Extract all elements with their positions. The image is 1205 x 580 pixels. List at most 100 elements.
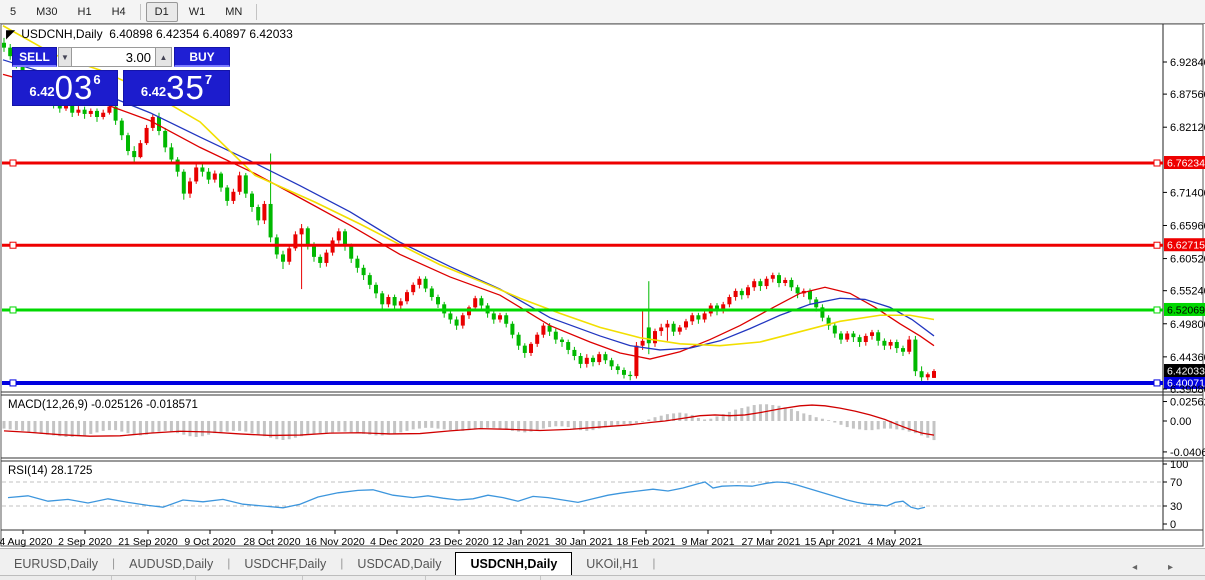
timeframe-button-h1[interactable]: H1 [77, 5, 92, 18]
candle-body [95, 110, 99, 117]
candle-body [752, 281, 757, 288]
candle-body [560, 339, 564, 343]
timeframe-button-d1[interactable]: D1 [145, 1, 178, 22]
date-tick-label: 9 Mar 2021 [681, 536, 734, 547]
macd-tick-label: 0.00 [1170, 416, 1191, 428]
status-divider [540, 576, 541, 580]
candle-body [312, 244, 316, 257]
chart-tab-audusd[interactable]: AUDUSD,Daily [129, 557, 214, 571]
line-drag-handle[interactable] [1153, 379, 1161, 387]
candle-body [684, 321, 688, 328]
candle-body [510, 323, 515, 335]
candle-body [646, 327, 651, 344]
chart-tab-ukoil[interactable]: UKOil,H1 [586, 557, 639, 571]
candle-body [367, 275, 372, 285]
candle-body [622, 369, 626, 375]
candle-body [535, 334, 540, 344]
timeframe-button-mn[interactable]: MN [225, 5, 243, 18]
bid-price-box[interactable]: 6.42 03 6 [12, 70, 118, 106]
macd-histogram [2, 404, 936, 441]
candle-body [808, 290, 812, 300]
candle-body [473, 298, 478, 308]
candle-body [126, 135, 130, 152]
date-tick-label: 12 Jan 2021 [492, 536, 550, 547]
line-drag-handle[interactable] [1153, 306, 1161, 314]
tab-scroll-arrows[interactable]: ◂ ▸ [1132, 562, 1187, 573]
line-drag-handle[interactable] [9, 159, 17, 167]
candle-body [436, 297, 440, 305]
candle-body [57, 103, 62, 109]
timeframe-button-w1[interactable]: W1 [188, 5, 206, 18]
price-tick-label: 6.44360 [1170, 352, 1205, 364]
chart-tab-bar: EURUSD,Daily | AUDUSD,Daily | USDCHF,Daily | U… [0, 548, 1205, 576]
date-tick-label: 18 Feb 2021 [617, 536, 676, 547]
price-level-badge [1164, 375, 1205, 389]
rsi-tick-label: 30 [1170, 501, 1182, 513]
volume-input[interactable] [72, 47, 155, 67]
candle-body [795, 287, 800, 294]
timeframe-button-m30[interactable]: M30 [36, 5, 58, 18]
candle-body [250, 193, 254, 207]
candle-body [665, 323, 670, 328]
candle-body [138, 143, 143, 158]
candle-body [696, 315, 701, 320]
toolbar-separator [256, 3, 258, 20]
candle-body [157, 116, 161, 131]
candlestick-series [2, 37, 936, 381]
candle-body [727, 297, 732, 305]
date-tick-label: 4 May 2021 [868, 536, 923, 547]
buy-button[interactable]: BUY [174, 47, 230, 67]
price-tick-label: 6.60520 [1170, 254, 1205, 266]
candle-body [863, 335, 868, 343]
line-drag-handle[interactable] [9, 241, 17, 249]
line-drag-handle[interactable] [1153, 159, 1161, 167]
date-tick-label: 28 Oct 2020 [243, 536, 300, 547]
candle-body [262, 203, 267, 221]
chart-tab-usdcad[interactable]: USDCAD,Daily [357, 557, 442, 571]
tab-divider: | [652, 556, 656, 570]
candle-body [423, 278, 428, 289]
candle-body [380, 293, 385, 305]
timeframe-button-h4[interactable]: H4 [111, 5, 126, 18]
sell-button[interactable]: SELL [12, 47, 57, 67]
status-strip [0, 575, 1205, 580]
candle-body [876, 332, 881, 341]
timeframe-button-5[interactable]: 5 [10, 5, 17, 18]
price-level-badge-label: 6.62715 [1167, 240, 1205, 252]
candle-body [857, 337, 862, 343]
candle-body [324, 252, 329, 263]
candle-body [225, 187, 230, 201]
current-price-badge-label: 6.42033 [1167, 366, 1205, 378]
candle-body [169, 147, 174, 160]
price-tick-label: 6.92840 [1170, 57, 1205, 69]
date-tick-label: 9 Oct 2020 [184, 536, 236, 547]
candle-body [739, 290, 744, 296]
chart-tab-eurusd[interactable]: EURUSD,Daily [14, 557, 99, 571]
candle-body [597, 354, 602, 363]
volume-increase-button[interactable]: ▲ [155, 47, 172, 67]
candle-body [268, 203, 273, 238]
candle-body [479, 298, 484, 306]
candle-body [789, 279, 794, 288]
date-tick-label: 23 Dec 2020 [429, 536, 489, 547]
candle-body [870, 332, 874, 336]
candle-body [671, 323, 676, 332]
line-drag-handle[interactable] [9, 306, 17, 314]
line-drag-handle[interactable] [1153, 241, 1161, 249]
ask-price-box[interactable]: 6.42 35 7 [123, 70, 230, 106]
candle-body [405, 292, 409, 302]
candle-body [411, 284, 416, 293]
volume-decrease-button[interactable]: ▼ [58, 47, 72, 67]
panel-collapse-arrow-icon[interactable]: ◤ [6, 27, 16, 41]
line-drag-handle[interactable] [9, 379, 17, 387]
candle-body [101, 112, 106, 117]
candle-body [88, 110, 93, 114]
candle-body [888, 342, 893, 346]
candle-body [200, 167, 205, 172]
chart-tab-usdchf[interactable]: USDCHF,Daily [244, 557, 327, 571]
chart-tab-usdcnh[interactable]: USDCNH,Daily [455, 552, 573, 576]
bid-price-big-digits: 03 [54, 69, 94, 106]
price-tick-label: 6.65960 [1170, 220, 1205, 232]
toolbar-separator [139, 3, 141, 20]
rsi-tick-label: 70 [1170, 477, 1182, 489]
